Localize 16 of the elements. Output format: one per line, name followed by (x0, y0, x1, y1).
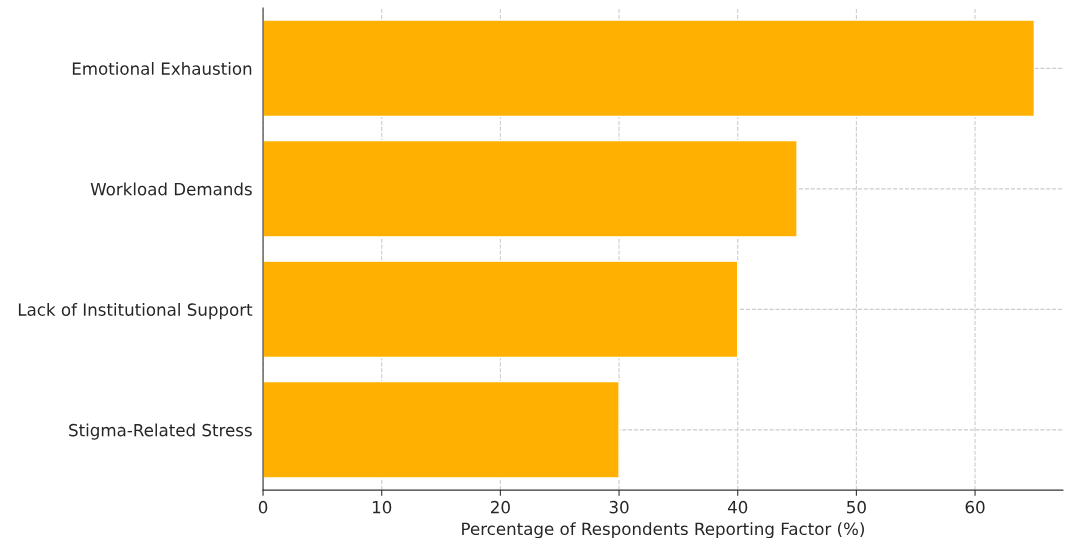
bar (263, 139, 798, 238)
y-tick-label: Lack of Institutional Support (18, 303, 253, 320)
x-tick-label: 40 (727, 500, 748, 514)
bar (263, 260, 739, 359)
x-tick-label: 0 (258, 500, 268, 514)
x-tick-label: 50 (847, 500, 866, 514)
y-tick-label: Workload Demands (90, 182, 252, 196)
bar (263, 19, 1036, 118)
y-tick-label: Stigma-Related Stress (69, 423, 252, 440)
x-tick-label: 30 (609, 500, 629, 514)
x-tick-label: 20 (491, 500, 510, 514)
x-tick-label: 10 (372, 500, 392, 514)
x-tick-label: 60 (965, 500, 985, 514)
x-axis-title: Percentage of Respondents Reporting Factor (%) (462, 522, 864, 538)
bar (263, 380, 620, 479)
y-tick-label: Emotional Exhaustion (72, 61, 252, 75)
